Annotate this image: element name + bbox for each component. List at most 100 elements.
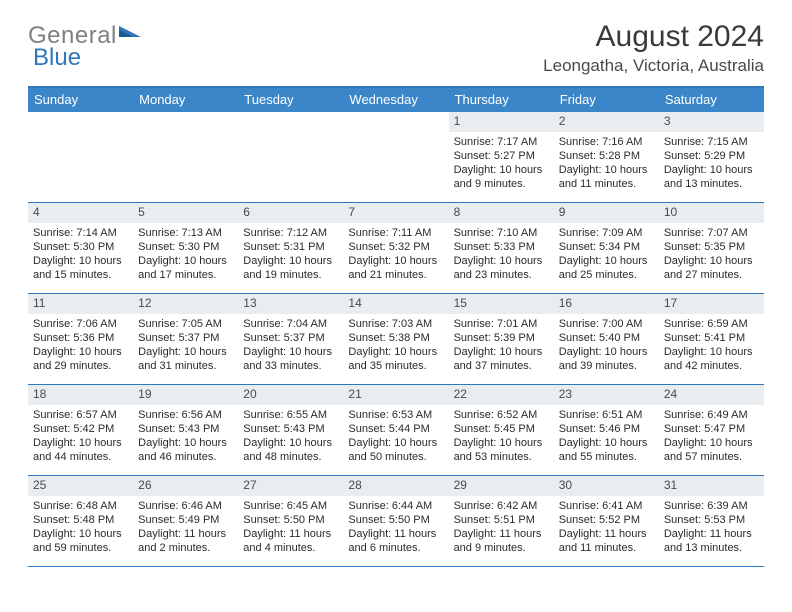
daylight: Daylight: 10 hours and 25 minutes. [559, 254, 654, 283]
daylight: Daylight: 11 hours and 13 minutes. [664, 527, 759, 556]
day-details: Sunrise: 7:13 AMSunset: 5:30 PMDaylight:… [133, 223, 238, 287]
day-number: 31 [659, 476, 764, 496]
sunrise: Sunrise: 7:16 AM [559, 135, 654, 149]
sunrise: Sunrise: 6:39 AM [664, 499, 759, 513]
daylight: Daylight: 10 hours and 13 minutes. [664, 163, 759, 192]
day-cell [133, 112, 238, 202]
sunset: Sunset: 5:37 PM [243, 331, 338, 345]
sunset: Sunset: 5:42 PM [33, 422, 128, 436]
sunrise: Sunrise: 7:13 AM [138, 226, 233, 240]
day-details: Sunrise: 6:59 AMSunset: 5:41 PMDaylight:… [659, 314, 764, 378]
daylight: Daylight: 10 hours and 9 minutes. [454, 163, 549, 192]
header: General August 2024 Leongatha, Victoria,… [28, 20, 764, 76]
daylight: Daylight: 10 hours and 59 minutes. [33, 527, 128, 556]
day-number: 25 [28, 476, 133, 496]
sunset: Sunset: 5:47 PM [664, 422, 759, 436]
calendar: Sunday Monday Tuesday Wednesday Thursday… [28, 86, 764, 567]
sunset: Sunset: 5:39 PM [454, 331, 549, 345]
day-cell: 29Sunrise: 6:42 AMSunset: 5:51 PMDayligh… [449, 476, 554, 566]
day-details: Sunrise: 6:48 AMSunset: 5:48 PMDaylight:… [28, 496, 133, 560]
day-cell: 21Sunrise: 6:53 AMSunset: 5:44 PMDayligh… [343, 385, 448, 475]
sunset: Sunset: 5:29 PM [664, 149, 759, 163]
day-details: Sunrise: 6:49 AMSunset: 5:47 PMDaylight:… [659, 405, 764, 469]
day-details: Sunrise: 6:51 AMSunset: 5:46 PMDaylight:… [554, 405, 659, 469]
day-cell: 2Sunrise: 7:16 AMSunset: 5:28 PMDaylight… [554, 112, 659, 202]
sunrise: Sunrise: 7:09 AM [559, 226, 654, 240]
day-cell: 27Sunrise: 6:45 AMSunset: 5:50 PMDayligh… [238, 476, 343, 566]
day-details: Sunrise: 7:09 AMSunset: 5:34 PMDaylight:… [554, 223, 659, 287]
daylight: Daylight: 10 hours and 15 minutes. [33, 254, 128, 283]
dow-tue: Tuesday [238, 88, 343, 112]
day-details: Sunrise: 6:44 AMSunset: 5:50 PMDaylight:… [343, 496, 448, 560]
daylight: Daylight: 10 hours and 35 minutes. [348, 345, 443, 374]
sunrise: Sunrise: 6:44 AM [348, 499, 443, 513]
day-number: 22 [449, 385, 554, 405]
day-cell: 5Sunrise: 7:13 AMSunset: 5:30 PMDaylight… [133, 203, 238, 293]
sunset: Sunset: 5:41 PM [664, 331, 759, 345]
sunrise: Sunrise: 6:56 AM [138, 408, 233, 422]
day-cell: 26Sunrise: 6:46 AMSunset: 5:49 PMDayligh… [133, 476, 238, 566]
dow-sun: Sunday [28, 88, 133, 112]
day-cell: 11Sunrise: 7:06 AMSunset: 5:36 PMDayligh… [28, 294, 133, 384]
daylight: Daylight: 10 hours and 50 minutes. [348, 436, 443, 465]
dow-sat: Saturday [659, 88, 764, 112]
day-details: Sunrise: 6:46 AMSunset: 5:49 PMDaylight:… [133, 496, 238, 560]
sunset: Sunset: 5:43 PM [138, 422, 233, 436]
flag-icon [119, 20, 147, 48]
daylight: Daylight: 10 hours and 39 minutes. [559, 345, 654, 374]
day-cell [343, 112, 448, 202]
daylight: Daylight: 10 hours and 11 minutes. [559, 163, 654, 192]
day-details: Sunrise: 7:03 AMSunset: 5:38 PMDaylight:… [343, 314, 448, 378]
daylight: Daylight: 10 hours and 23 minutes. [454, 254, 549, 283]
day-cell: 18Sunrise: 6:57 AMSunset: 5:42 PMDayligh… [28, 385, 133, 475]
daylight: Daylight: 10 hours and 31 minutes. [138, 345, 233, 374]
month-title: August 2024 [543, 20, 764, 54]
sunset: Sunset: 5:30 PM [33, 240, 128, 254]
day-number: 11 [28, 294, 133, 314]
sunset: Sunset: 5:32 PM [348, 240, 443, 254]
day-cell: 30Sunrise: 6:41 AMSunset: 5:52 PMDayligh… [554, 476, 659, 566]
day-details: Sunrise: 7:11 AMSunset: 5:32 PMDaylight:… [343, 223, 448, 287]
sunset: Sunset: 5:31 PM [243, 240, 338, 254]
day-number: 27 [238, 476, 343, 496]
day-cell: 15Sunrise: 7:01 AMSunset: 5:39 PMDayligh… [449, 294, 554, 384]
day-cell: 22Sunrise: 6:52 AMSunset: 5:45 PMDayligh… [449, 385, 554, 475]
day-cell: 23Sunrise: 6:51 AMSunset: 5:46 PMDayligh… [554, 385, 659, 475]
day-cell: 7Sunrise: 7:11 AMSunset: 5:32 PMDaylight… [343, 203, 448, 293]
dow-row: Sunday Monday Tuesday Wednesday Thursday… [28, 88, 764, 112]
sunset: Sunset: 5:35 PM [664, 240, 759, 254]
sunset: Sunset: 5:36 PM [33, 331, 128, 345]
day-cell: 28Sunrise: 6:44 AMSunset: 5:50 PMDayligh… [343, 476, 448, 566]
day-cell: 1Sunrise: 7:17 AMSunset: 5:27 PMDaylight… [449, 112, 554, 202]
day-number: 18 [28, 385, 133, 405]
day-number: 10 [659, 203, 764, 223]
title-block: August 2024 Leongatha, Victoria, Austral… [543, 20, 764, 76]
sunset: Sunset: 5:34 PM [559, 240, 654, 254]
brand-part2: Blue [33, 44, 81, 72]
sunrise: Sunrise: 7:14 AM [33, 226, 128, 240]
day-details: Sunrise: 6:56 AMSunset: 5:43 PMDaylight:… [133, 405, 238, 469]
sunset: Sunset: 5:45 PM [454, 422, 549, 436]
day-number: 17 [659, 294, 764, 314]
day-cell: 25Sunrise: 6:48 AMSunset: 5:48 PMDayligh… [28, 476, 133, 566]
day-cell: 3Sunrise: 7:15 AMSunset: 5:29 PMDaylight… [659, 112, 764, 202]
day-number: 16 [554, 294, 659, 314]
day-cell: 9Sunrise: 7:09 AMSunset: 5:34 PMDaylight… [554, 203, 659, 293]
sunrise: Sunrise: 7:17 AM [454, 135, 549, 149]
sunset: Sunset: 5:38 PM [348, 331, 443, 345]
dow-fri: Friday [554, 88, 659, 112]
sunset: Sunset: 5:43 PM [243, 422, 338, 436]
sunset: Sunset: 5:46 PM [559, 422, 654, 436]
sunset: Sunset: 5:53 PM [664, 513, 759, 527]
day-details: Sunrise: 7:01 AMSunset: 5:39 PMDaylight:… [449, 314, 554, 378]
sunrise: Sunrise: 6:51 AM [559, 408, 654, 422]
daylight: Daylight: 10 hours and 53 minutes. [454, 436, 549, 465]
day-cell: 4Sunrise: 7:14 AMSunset: 5:30 PMDaylight… [28, 203, 133, 293]
day-number: 15 [449, 294, 554, 314]
sunrise: Sunrise: 6:59 AM [664, 317, 759, 331]
day-cell [238, 112, 343, 202]
day-cell: 17Sunrise: 6:59 AMSunset: 5:41 PMDayligh… [659, 294, 764, 384]
day-number: 23 [554, 385, 659, 405]
day-details: Sunrise: 7:16 AMSunset: 5:28 PMDaylight:… [554, 132, 659, 196]
sunrise: Sunrise: 7:12 AM [243, 226, 338, 240]
